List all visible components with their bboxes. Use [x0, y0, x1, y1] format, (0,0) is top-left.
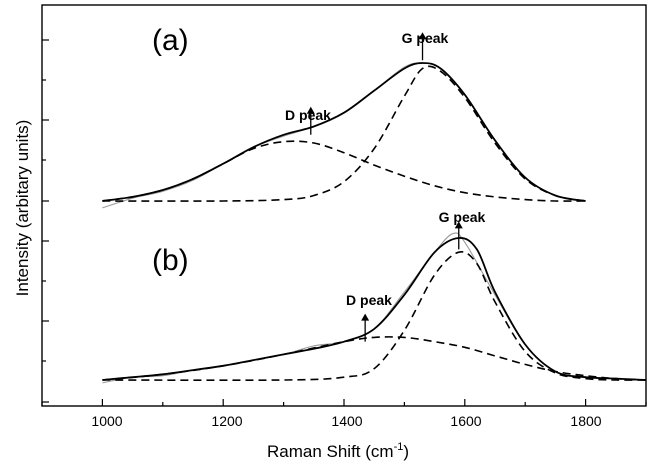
panel-b-series-2-dashed: [102, 336, 647, 381]
annotation-b-d-peak: D peak: [346, 292, 392, 308]
arrow-a-0-head: [306, 106, 315, 114]
y-axis-ticks: [42, 39, 49, 403]
x-tick-label-1200: 1200: [211, 413, 242, 429]
panel-b-series-3-dashed: [102, 251, 647, 382]
arrow-b-1-head: [454, 221, 463, 229]
panel-label-b: (b): [152, 244, 189, 277]
arrow-a-1-head: [418, 32, 427, 40]
x-tick-labels: 1000 1200 1400 1600 1800: [91, 413, 601, 429]
panel-a-series-1-solid: [102, 62, 586, 202]
annotation-b-g-peak: G peak: [439, 209, 486, 225]
x-axis-title-close: ): [403, 442, 409, 461]
arrows-layer: [306, 32, 463, 342]
arrow-b-0-head: [361, 313, 370, 321]
x-axis-title: Raman Shift (cm-1): [267, 441, 409, 461]
x-axis-ticks: [41, 399, 647, 406]
x-tick-label-1000: 1000: [91, 413, 122, 429]
y-axis-title: Intensity (arbitary units): [13, 120, 32, 297]
panel-a-series-2-dashed: [102, 140, 586, 202]
annotation-a-d-peak: D peak: [285, 107, 331, 123]
x-axis-title-main: Raman Shift (cm: [267, 442, 394, 461]
x-axis-title-sup: -1: [394, 441, 404, 453]
panel-label-a: (a): [152, 24, 189, 57]
x-tick-label-1600: 1600: [450, 413, 481, 429]
x-tick-label-1400: 1400: [331, 413, 362, 429]
curves-layer: [102, 62, 647, 384]
plot-frame: [41, 4, 647, 407]
x-tick-label-1800: 1800: [570, 413, 601, 429]
panel-a-series-3-dashed: [102, 65, 586, 202]
